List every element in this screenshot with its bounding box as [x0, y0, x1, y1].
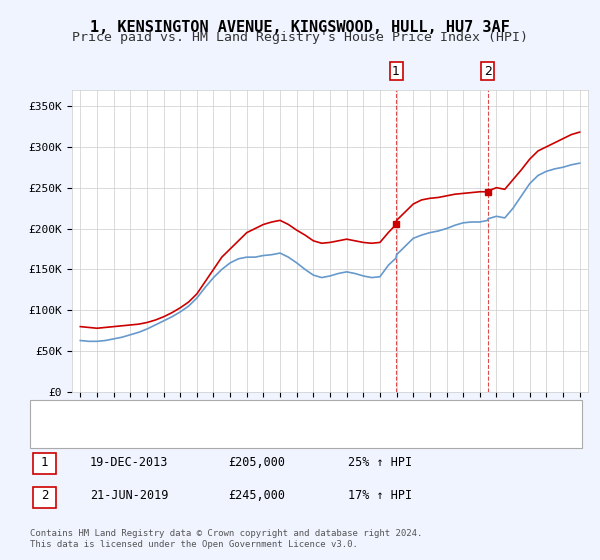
Text: 1, KENSINGTON AVENUE, KINGSWOOD, HULL, HU7 3AF: 1, KENSINGTON AVENUE, KINGSWOOD, HULL, H…	[90, 20, 510, 35]
Text: 1: 1	[41, 455, 48, 469]
Text: Contains HM Land Registry data © Crown copyright and database right 2024.
This d: Contains HM Land Registry data © Crown c…	[30, 529, 422, 549]
Text: ——: ——	[45, 404, 60, 417]
Text: 2: 2	[484, 64, 491, 77]
Text: £205,000: £205,000	[228, 455, 285, 469]
Text: 17% ↑ HPI: 17% ↑ HPI	[348, 489, 412, 502]
Text: 1: 1	[392, 64, 400, 77]
Text: 21-JUN-2019: 21-JUN-2019	[90, 489, 169, 502]
Text: 25% ↑ HPI: 25% ↑ HPI	[348, 455, 412, 469]
Text: 2: 2	[41, 489, 48, 502]
Text: Price paid vs. HM Land Registry's House Price Index (HPI): Price paid vs. HM Land Registry's House …	[72, 31, 528, 44]
Text: 19-DEC-2013: 19-DEC-2013	[90, 455, 169, 469]
Text: HPI: Average price, detached house, City of Kingston upon Hull: HPI: Average price, detached house, City…	[69, 429, 457, 439]
Text: ——: ——	[45, 427, 60, 441]
Text: £245,000: £245,000	[228, 489, 285, 502]
Text: 1, KENSINGTON AVENUE, KINGSWOOD, HULL, HU7 3AF (detached house): 1, KENSINGTON AVENUE, KINGSWOOD, HULL, H…	[69, 405, 463, 416]
